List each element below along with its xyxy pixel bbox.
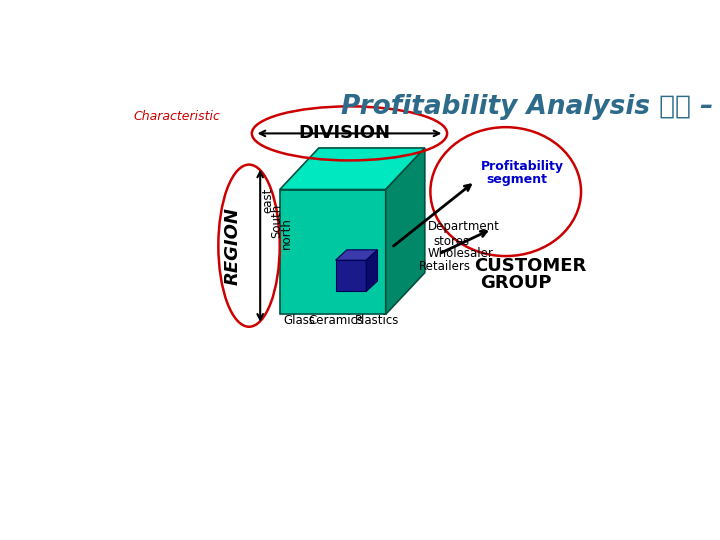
Text: GROUP: GROUP (481, 274, 552, 292)
Text: Plastics: Plastics (355, 314, 400, 327)
Polygon shape (386, 148, 425, 314)
Text: Profitability: Profitability (481, 160, 564, 173)
Text: Wholesaler: Wholesaler (428, 247, 493, 260)
Text: Retailers: Retailers (419, 260, 471, 273)
Text: north: north (280, 217, 293, 249)
Text: Profitability Analysis 요약 – Characteristics: Profitability Analysis 요약 – Characterist… (341, 94, 720, 120)
Polygon shape (366, 250, 377, 292)
Text: Glass: Glass (283, 314, 315, 327)
Text: DIVISION: DIVISION (298, 124, 390, 143)
Text: segment: segment (486, 173, 547, 186)
Text: Characteristic: Characteristic (133, 110, 220, 123)
Text: east: east (261, 187, 274, 213)
Text: REGION: REGION (223, 207, 241, 285)
Text: Department: Department (428, 220, 500, 233)
Text: CUSTOMER: CUSTOMER (474, 258, 586, 275)
Polygon shape (280, 148, 425, 190)
Text: South: South (271, 204, 284, 238)
Polygon shape (280, 190, 386, 314)
Text: stores: stores (433, 235, 469, 248)
Polygon shape (336, 250, 377, 260)
Text: Ceramics: Ceramics (308, 314, 363, 327)
Polygon shape (336, 260, 366, 292)
